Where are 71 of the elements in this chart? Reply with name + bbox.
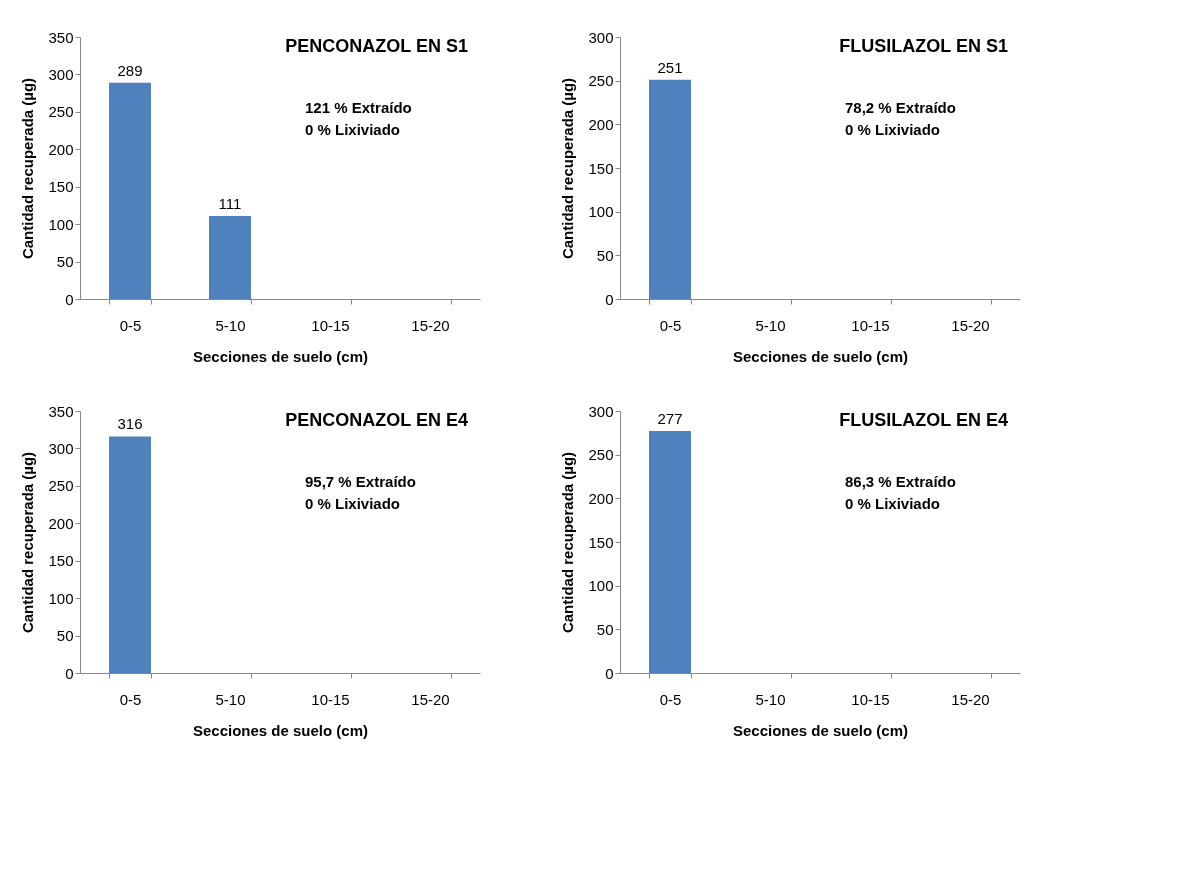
x-tick-label: 5-10 — [755, 690, 786, 708]
x-tick-label: 5-10 — [215, 690, 246, 708]
data-label: 316 — [117, 415, 143, 433]
y-axis-title: Cantidad recuperada (µg) — [559, 451, 577, 634]
data-label: 111 — [218, 194, 242, 212]
y-tick-label: 350 — [48, 28, 74, 46]
x-axis-title: Secciones de suelo (cm) — [192, 347, 369, 365]
y-tick-label: 300 — [588, 402, 614, 420]
x-axis-title: Secciones de suelo (cm) — [732, 347, 909, 365]
y-tick-label: 100 — [588, 577, 614, 595]
x-axis-title: Secciones de suelo (cm) — [192, 721, 369, 739]
y-tick-label: 200 — [588, 489, 614, 507]
y-tick-label: 300 — [588, 28, 614, 46]
data-label: 251 — [657, 58, 683, 76]
y-tick-label: 100 — [588, 203, 614, 221]
y-tick-label: 150 — [48, 178, 74, 196]
annotation: 0 % Lixiviado — [305, 495, 401, 512]
y-tick-label: 150 — [588, 533, 614, 551]
x-tick-label: 10-15 — [851, 690, 890, 708]
annotation: 121 % Extraído — [305, 99, 412, 116]
y-tick-label: 0 — [605, 290, 614, 308]
y-tick-label: 50 — [596, 246, 614, 264]
y-tick-label: 300 — [48, 65, 74, 83]
chart-title: FLUSILAZOL EN E4 — [839, 410, 1008, 430]
y-tick-label: 250 — [48, 477, 74, 495]
x-tick-label: 5-10 — [755, 316, 786, 334]
x-tick-label: 10-15 — [311, 690, 350, 708]
annotation: 95,7 % Extraído — [305, 473, 416, 490]
x-tick-label: 10-15 — [311, 316, 350, 334]
x-tick-label: 0-5 — [659, 316, 682, 334]
y-tick-label: 250 — [588, 72, 614, 90]
data-label: 277 — [657, 410, 683, 428]
x-tick-label: 0-5 — [119, 316, 142, 334]
data-label: 289 — [117, 61, 143, 79]
y-tick-label: 0 — [65, 664, 74, 682]
x-tick-label: 15-20 — [951, 316, 990, 334]
y-tick-label: 0 — [605, 664, 614, 682]
y-axis-title: Cantidad recuperada (µg) — [19, 77, 37, 260]
y-tick-label: 100 — [48, 215, 74, 233]
x-tick-label: 15-20 — [411, 316, 450, 334]
x-tick-label: 5-10 — [215, 316, 246, 334]
chart-title: PENCONAZOL EN S1 — [285, 36, 468, 56]
y-tick-label: 200 — [588, 115, 614, 133]
y-axis-title: Cantidad recuperada (µg) — [19, 451, 37, 634]
y-tick-label: 250 — [48, 103, 74, 121]
annotation: 0 % Lixiviado — [845, 495, 941, 512]
y-tick-label: 50 — [56, 627, 74, 645]
annotation: 78,2 % Extraído — [845, 99, 956, 116]
chart-title: PENCONAZOL EN E4 — [285, 410, 468, 430]
y-tick-label: 0 — [65, 290, 74, 308]
annotation: 0 % Lixiviado — [845, 121, 941, 138]
y-tick-label: 200 — [48, 514, 74, 532]
y-axis-title: Cantidad recuperada (µg) — [559, 77, 577, 260]
x-tick-label: 10-15 — [851, 316, 890, 334]
x-tick-label: 15-20 — [951, 690, 990, 708]
annotation: 86,3 % Extraído — [845, 473, 956, 490]
x-tick-label: 0-5 — [119, 690, 142, 708]
y-tick-label: 50 — [56, 253, 74, 271]
y-tick-label: 50 — [596, 620, 614, 638]
annotation: 0 % Lixiviado — [305, 121, 401, 138]
y-tick-label: 300 — [48, 439, 74, 457]
y-tick-label: 100 — [48, 589, 74, 607]
x-tick-label: 15-20 — [411, 690, 450, 708]
x-axis-title: Secciones de suelo (cm) — [732, 721, 909, 739]
chart-title: FLUSILAZOL EN S1 — [839, 36, 1008, 56]
y-tick-label: 150 — [588, 159, 614, 177]
y-tick-label: 150 — [48, 552, 74, 570]
y-tick-label: 250 — [588, 446, 614, 464]
y-tick-label: 350 — [48, 402, 74, 420]
x-tick-label: 0-5 — [659, 690, 682, 708]
y-tick-label: 200 — [48, 140, 74, 158]
